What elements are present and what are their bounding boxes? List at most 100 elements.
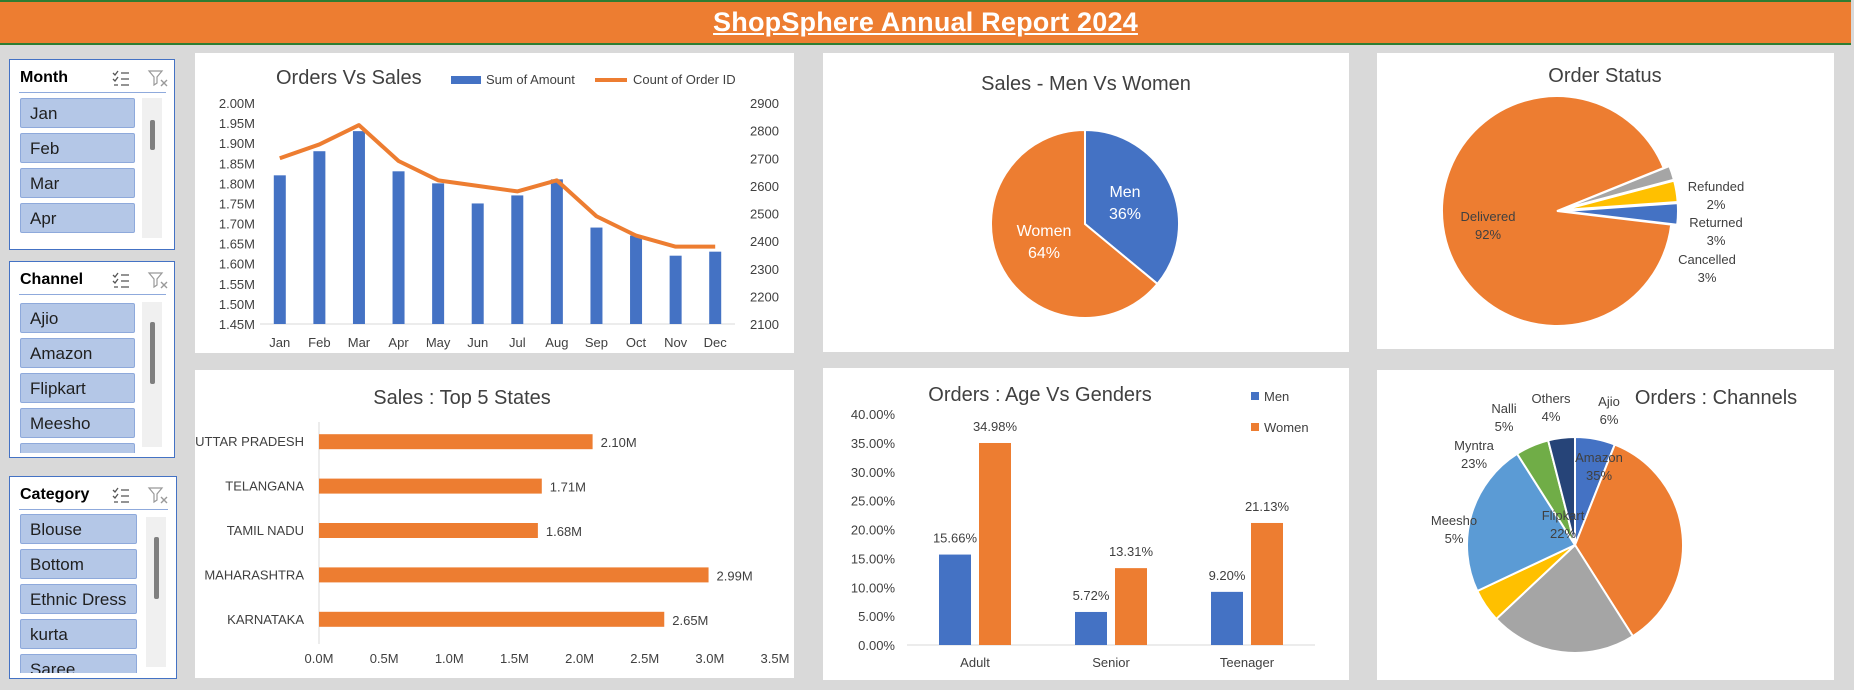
- y-tick: KARNATAKA: [227, 612, 304, 627]
- legend-label: Count of Order ID: [633, 72, 736, 87]
- y-left-tick: 1.60M: [219, 257, 255, 272]
- orders-vs-sales-chart: Orders Vs Sales Sum of Amount Count of Ord…: [219, 67, 779, 350]
- bar-amount: [709, 251, 722, 324]
- pie-slice-women: [990, 128, 1159, 319]
- bar-amount: [313, 151, 326, 324]
- x-tick: 3.0M: [695, 651, 724, 666]
- slicer-header: Month: [19, 66, 169, 93]
- report-title: ShopSphere Annual Report 2024: [713, 7, 1138, 37]
- x-tick: Mar: [348, 335, 371, 350]
- sales-men-women-chart: Sales - Men Vs Women Men 36% Women 64%: [981, 73, 1191, 319]
- data-label: 1.71M: [550, 480, 586, 495]
- slicer-scrollbar[interactable]: [142, 98, 162, 238]
- slice-value: 64%: [1028, 245, 1060, 262]
- y-tick: TAMIL NADU: [227, 523, 304, 538]
- sales-men-women-panel[interactable]: Sales - Men Vs Women Men 36% Women 64%: [823, 53, 1349, 352]
- slice-value: 36%: [1109, 206, 1141, 223]
- pie-slice-amazon: [1573, 443, 1684, 638]
- slicer-title: Channel: [20, 271, 84, 288]
- slicer-item-feb[interactable]: Feb: [20, 133, 135, 163]
- top5-states-chart: Sales : Top 5 States UTTAR PRADESH 2.10M TE…: [195, 387, 789, 666]
- slicer-item-saree[interactable]: Saree: [20, 654, 137, 673]
- orders-channels-panel[interactable]: Orders : Channels Ajio 6% Amazon 35% Flipkart…: [1377, 370, 1834, 680]
- pie-slice-men: [1084, 128, 1180, 286]
- x-tick: Oct: [626, 335, 647, 350]
- y-tick: 10.00%: [851, 580, 896, 595]
- scrollbar-thumb[interactable]: [150, 322, 155, 384]
- age-vs-genders-panel[interactable]: Orders : Age Vs Genders Men Women 40.00% 35.…: [823, 368, 1349, 680]
- y-right-tick: 2700: [750, 151, 779, 166]
- clear-filter-icon[interactable]: [147, 270, 169, 290]
- multi-select-icon[interactable]: [111, 485, 131, 505]
- line-order-count: [279, 123, 716, 249]
- pie-slice-delivered: [1441, 95, 1673, 327]
- multi-select-icon[interactable]: [111, 68, 131, 88]
- scrollbar-thumb[interactable]: [154, 537, 159, 599]
- pie-slice-cancelled: [1562, 202, 1679, 226]
- y-tick: TELANGANA: [225, 479, 304, 494]
- slice-label: Meesho: [1431, 513, 1477, 528]
- slicer-item-partial[interactable]: [20, 443, 135, 453]
- month-slicer[interactable]: Month Jan Feb Mar Apr: [9, 59, 175, 250]
- bar-amount: [590, 227, 603, 324]
- top5-states-panel[interactable]: Sales : Top 5 States UTTAR PRADESH 2.10M TE…: [195, 370, 794, 678]
- slice-label: Myntra: [1454, 438, 1495, 453]
- bar-women: [1115, 568, 1147, 645]
- slicer-header: Category: [19, 483, 168, 510]
- multi-select-icon[interactable]: [111, 270, 131, 290]
- slicer-item-ethnic-dress[interactable]: Ethnic Dress: [20, 584, 137, 614]
- slicer-item-meesho[interactable]: Meesho: [20, 408, 135, 438]
- y-right-tick: 2400: [750, 234, 779, 249]
- order-status-chart: Order Status Delivered 92% Refunded 2% Return…: [1441, 65, 1744, 327]
- clear-filter-icon[interactable]: [147, 68, 169, 88]
- legend-label: Women: [1264, 420, 1309, 435]
- y-left-tick: 2.00M: [219, 96, 255, 111]
- slice-label: Women: [1017, 223, 1072, 240]
- bar-amount: [392, 171, 405, 324]
- slicer-scrollbar[interactable]: [142, 302, 162, 447]
- x-tick: Adult: [960, 655, 990, 670]
- x-tick: Jun: [467, 335, 488, 350]
- slicer-item-blouse[interactable]: Blouse: [20, 514, 137, 544]
- slice-label: Refunded: [1688, 179, 1744, 194]
- bar-state: [319, 434, 593, 450]
- slice-value: 23%: [1461, 456, 1487, 471]
- x-tick: Aug: [545, 335, 568, 350]
- slicer-scrollbar[interactable]: [146, 517, 166, 667]
- slice-label: Men: [1109, 184, 1140, 201]
- x-tick: Teenager: [1220, 655, 1275, 670]
- clear-filter-icon[interactable]: [147, 485, 169, 505]
- data-label: 2.99M: [717, 568, 753, 583]
- chart-title: Order Status: [1548, 65, 1661, 87]
- order-status-panel[interactable]: Order Status Delivered 92% Refunded 2% Return…: [1377, 53, 1834, 349]
- slicer-item-amazon[interactable]: Amazon: [20, 338, 135, 368]
- bar-amount: [273, 175, 286, 324]
- chart-title: Orders : Age Vs Genders: [928, 384, 1151, 406]
- slicer-header: Channel: [19, 268, 169, 295]
- slicer-item-kurta[interactable]: kurta: [20, 619, 137, 649]
- slicer-items-viewport: Ajio Amazon Flipkart Meesho: [10, 298, 176, 453]
- scrollbar-thumb[interactable]: [150, 120, 155, 150]
- data-label: 2.10M: [601, 435, 637, 450]
- y-right-tick: 2500: [750, 207, 779, 222]
- slicer-item-mar[interactable]: Mar: [20, 168, 135, 198]
- y-left-tick: 1.70M: [219, 217, 255, 232]
- slice-value: 4%: [1542, 409, 1561, 424]
- slicer-item-apr[interactable]: Apr: [20, 203, 135, 233]
- slicer-item-ajio[interactable]: Ajio: [20, 303, 135, 333]
- slice-value: 92%: [1475, 227, 1501, 242]
- y-right-tick: 2900: [750, 96, 779, 111]
- y-left-tick: 1.55M: [219, 277, 255, 292]
- slicer-item-bottom[interactable]: Bottom: [20, 549, 137, 579]
- slice-value: 3%: [1698, 270, 1717, 285]
- legend-swatch-men: [1251, 392, 1259, 400]
- slicer-item-flipkart[interactable]: Flipkart: [20, 373, 135, 403]
- slice-value: 22%: [1550, 526, 1576, 541]
- slicer-item-jan[interactable]: Jan: [20, 98, 135, 128]
- slicer-items-viewport: Blouse Bottom Ethnic Dress kurta Saree: [10, 513, 178, 673]
- category-slicer[interactable]: Category Blouse Bottom Ethnic Dress kurt…: [9, 476, 177, 679]
- pie-slice-flipkart: [1494, 543, 1635, 654]
- orders-vs-sales-panel[interactable]: Orders Vs Sales Sum of Amount Count of Ord…: [195, 53, 794, 353]
- channel-slicer[interactable]: Channel Ajio Amazon Flipkart Meesho: [9, 261, 175, 458]
- pie-slice-others: [1546, 435, 1576, 546]
